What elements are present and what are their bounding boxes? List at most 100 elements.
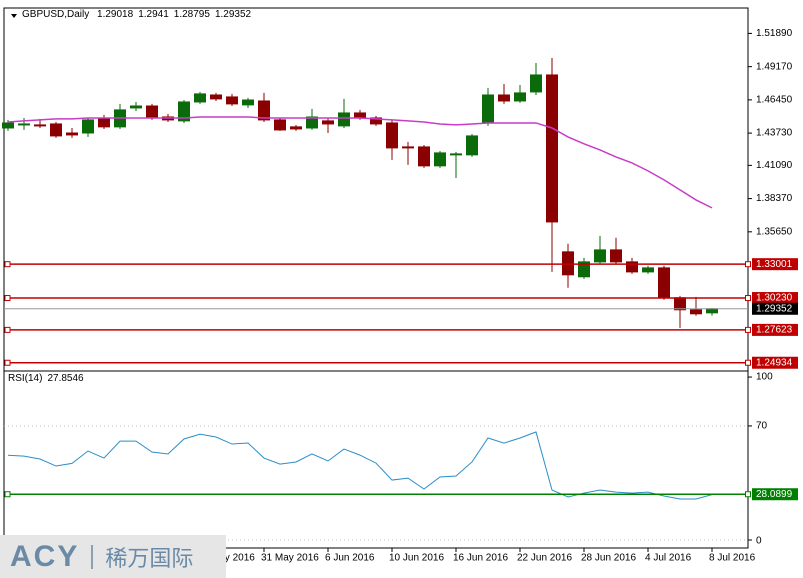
y-tick-label: 70 [756,421,768,432]
candle-body [482,94,494,124]
candle-body [690,309,702,315]
candle-body [578,261,590,278]
watermark: ACY 稀万国际 [0,535,226,578]
level-label-box [752,258,798,271]
level-label-box [752,356,798,369]
candle-body [130,105,142,109]
level-handle [4,359,11,366]
symbol-title: GBPUSD,Daily [22,9,90,20]
candle-body [594,249,606,263]
y-tick-label: 1.46450 [756,95,793,106]
main-header: GBPUSD,Daily 1.29018 1.2941 1.28795 1.29352 [22,9,256,20]
watermark-name: 稀万国际 [105,546,194,572]
ohlc-low: 1.28795 [173,9,210,20]
x-tick-label: 10 Jun 2016 [389,553,444,564]
candle-body [370,117,382,125]
candle-body [402,146,414,149]
candle-body [626,261,638,273]
level-handle [4,295,11,302]
level-label-box [752,323,798,336]
level-handle [745,261,751,268]
y-tick-label: 1.49170 [756,61,793,72]
candle-body [562,251,574,276]
candle-body [434,152,446,167]
level-label: 1.30230 [756,293,793,304]
rsi-line [7,431,713,500]
candle-body [146,105,158,119]
y-tick-label: 1.41090 [756,160,793,171]
candle-body [18,123,30,126]
candle-body [82,119,94,134]
candle-body [322,120,334,125]
candle-body [530,74,542,93]
candle-body [706,308,718,314]
watermark-divider [91,544,94,569]
candle-body [210,94,222,100]
x-tick-label: 6 Jun 2016 [325,553,375,564]
candle-body [290,126,302,130]
candle-body [274,119,286,131]
candle-body [34,124,46,127]
candle-body [658,267,670,299]
candle-body [226,96,238,105]
candle-body [354,112,366,119]
candle-body [178,101,190,122]
level-label: 1.24934 [756,357,793,368]
moving-average [7,116,713,209]
x-tick-label: 4 Jul 2016 [645,553,692,564]
level-label: 1.27623 [756,325,793,336]
candle-body [194,93,206,103]
candle-body [514,92,526,102]
x-tick-label: 16 Jun 2016 [453,553,508,564]
level-handle [4,491,11,498]
level-handle [745,326,751,333]
y-tick-label: 1.43730 [756,128,793,139]
level-handle [4,326,11,333]
y-tick-label: 1.38370 [756,193,793,204]
candle-body [66,132,78,136]
x-tick-label: 31 May 2016 [261,553,319,564]
y-tick-label: 100 [756,372,773,383]
rsi-title: RSI(14) [8,373,43,384]
level-label: 28.0899 [756,489,793,500]
candle-body [642,267,654,273]
x-tick-label: 28 Jun 2016 [581,553,636,564]
watermark-brand: ACY [10,539,80,573]
level-label-box [752,488,798,501]
x-tick-label: 8 Jul 2016 [709,553,756,564]
plot-frame [3,7,749,549]
candle-body [450,153,462,156]
candle-body [466,135,478,156]
y-tick-label: 1.51890 [756,28,793,39]
level-handle [745,359,751,366]
level-handle [745,491,751,498]
x-tick-label: 25 May 2016 [197,553,255,564]
level-handle [745,295,751,302]
candle-body [2,122,14,129]
level-label-box [752,292,798,305]
candle-body [674,297,686,311]
candle-body [498,94,510,102]
bid-label: 1.29352 [756,303,793,314]
candle-body [98,118,110,128]
candle-body [418,146,430,167]
ohlc-close: 1.29352 [214,9,252,20]
rsi-header: RSI(14) 27.8546 [8,373,89,384]
candle-body [50,123,62,137]
y-tick-label: 0 [756,536,762,547]
rsi-value: 27.8546 [47,373,84,384]
x-tick-label: 22 Jun 2016 [517,553,572,564]
bid-label-box [752,302,798,315]
candle-body [386,122,398,149]
candle-body [306,116,318,129]
ohlc-open: 1.29018 [97,9,134,20]
candle-body [610,249,622,263]
level-handle [4,261,11,268]
candle-body [338,112,350,127]
candle-body [258,100,270,121]
ohlc-high: 1.2941 [138,9,169,20]
y-tick-label: 1.35650 [756,226,793,237]
level-label: 1.33001 [756,259,793,270]
